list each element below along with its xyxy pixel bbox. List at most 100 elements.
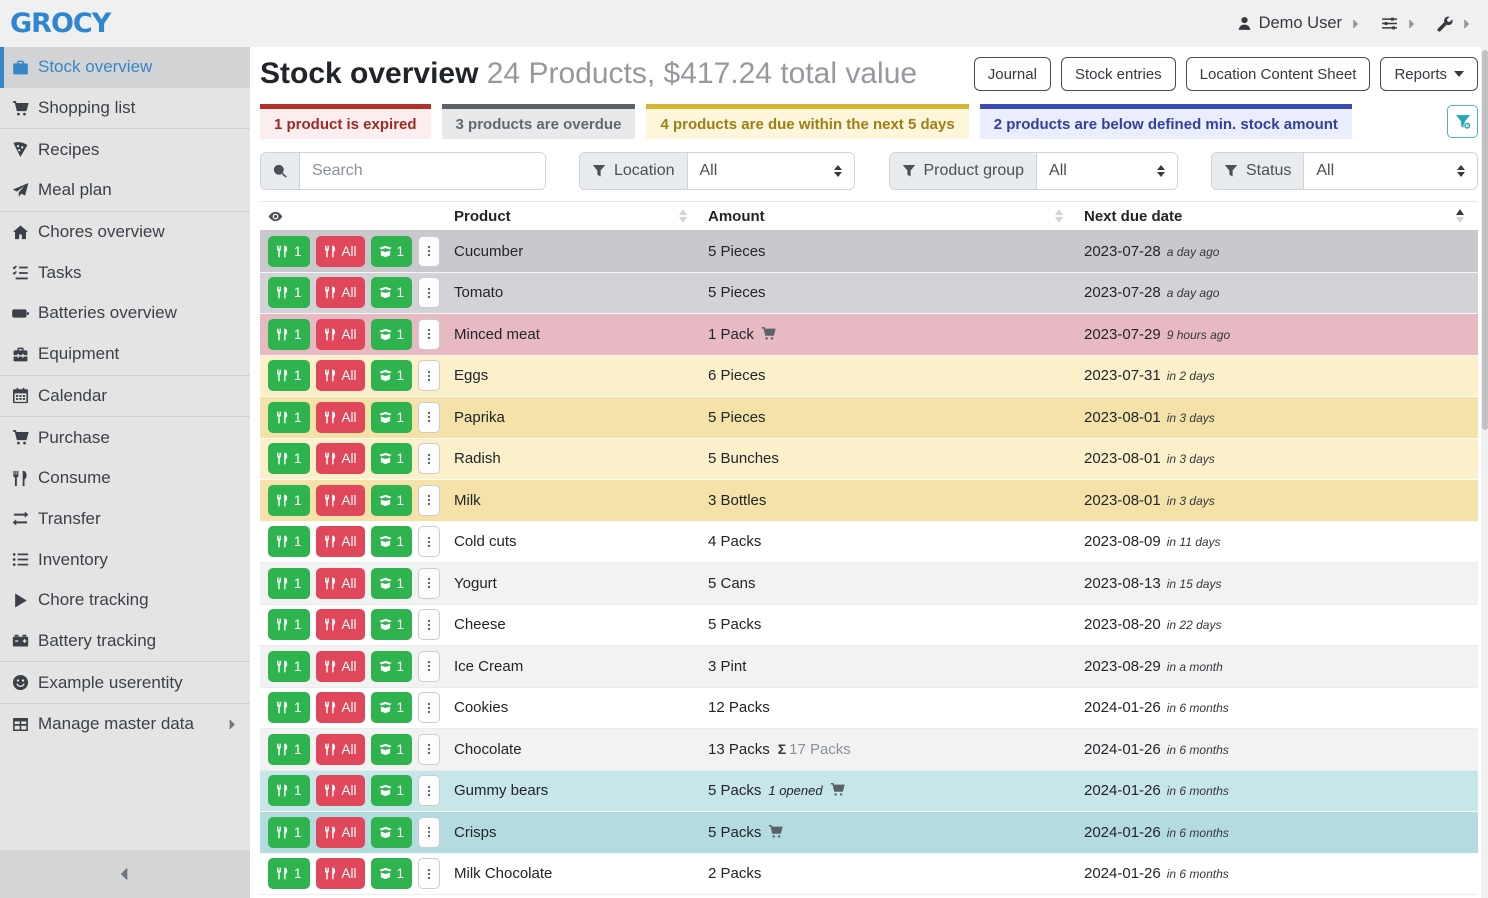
status-card-is-expired[interactable]: 1 product is expired [260, 104, 431, 139]
status-card-stock-amount[interactable]: 2 products are below defined min. stock … [979, 104, 1352, 139]
sidebar-item-transfer[interactable]: Transfer [0, 499, 250, 540]
sidebar-collapse-button[interactable] [0, 850, 250, 898]
consume-all-button[interactable]: All [315, 277, 365, 309]
consume-one-button[interactable]: 1 [268, 775, 310, 807]
open-one-button[interactable]: 1 [370, 692, 413, 724]
journal-button[interactable]: Journal [973, 57, 1051, 91]
consume-one-button[interactable]: 1 [268, 650, 310, 682]
consume-all-button[interactable]: All [315, 443, 365, 475]
product-group-filter-select[interactable]: All [1037, 153, 1177, 189]
open-one-button[interactable]: 1 [370, 235, 413, 267]
row-menu-button[interactable] [418, 858, 441, 890]
row-menu-button[interactable] [418, 484, 441, 516]
row-menu-button[interactable] [418, 526, 441, 558]
consume-all-button[interactable]: All [315, 775, 365, 807]
consume-one-button[interactable]: 1 [268, 318, 310, 350]
sidebar-item-meal-plan[interactable]: Meal plan [0, 170, 250, 211]
row-menu-button[interactable] [418, 567, 441, 599]
sidebar-item-calendar[interactable]: Calendar [0, 376, 250, 417]
open-one-button[interactable]: 1 [370, 443, 413, 475]
app-logo[interactable]: GROCY [10, 8, 111, 39]
consume-all-button[interactable]: All [315, 692, 365, 724]
column-header-amount[interactable]: Amount [701, 208, 1077, 225]
sidebar-item-stock-overview[interactable]: Stock overview [0, 47, 250, 88]
open-one-button[interactable]: 1 [370, 733, 413, 765]
admin-menu[interactable] [1437, 16, 1472, 32]
consume-one-button[interactable]: 1 [268, 609, 310, 641]
open-one-button[interactable]: 1 [370, 816, 413, 848]
status-filter-select[interactable]: All [1304, 153, 1477, 189]
row-menu-button[interactable] [418, 443, 441, 475]
consume-all-button[interactable]: All [315, 650, 365, 682]
consume-all-button[interactable]: All [315, 609, 365, 641]
consume-all-button[interactable]: All [315, 526, 365, 558]
open-one-button[interactable]: 1 [370, 858, 413, 890]
location-filter-select[interactable]: All [687, 153, 854, 189]
open-one-button[interactable]: 1 [370, 360, 413, 392]
consume-one-button[interactable]: 1 [268, 858, 310, 890]
open-one-button[interactable]: 1 [370, 401, 413, 433]
scrollbar-thumb[interactable] [1481, 50, 1488, 430]
row-menu-button[interactable] [418, 775, 441, 807]
sidebar-item-equipment[interactable]: Equipment [0, 334, 250, 375]
open-one-button[interactable]: 1 [370, 650, 413, 682]
consume-all-button[interactable]: All [315, 318, 365, 350]
sidebar-item-consume[interactable]: Consume [0, 458, 250, 499]
sidebar-item-manage-master-data[interactable]: Manage master data [0, 704, 250, 745]
consume-one-button[interactable]: 1 [268, 484, 310, 516]
consume-one-button[interactable]: 1 [268, 277, 310, 309]
open-one-button[interactable]: 1 [370, 277, 413, 309]
row-menu-button[interactable] [418, 733, 441, 765]
location-content-sheet-button[interactable]: Location Content Sheet [1185, 57, 1371, 91]
consume-all-button[interactable]: All [315, 567, 365, 599]
open-one-button[interactable]: 1 [370, 484, 413, 516]
consume-one-button[interactable]: 1 [268, 692, 310, 724]
column-header-next-due-date[interactable]: Next due date [1077, 208, 1478, 225]
consume-one-button[interactable]: 1 [268, 816, 310, 848]
consume-all-button[interactable]: All [315, 733, 365, 765]
status-card-are-overdue[interactable]: 3 products are overdue [441, 104, 636, 139]
stock-entries-button[interactable]: Stock entries [1060, 57, 1176, 91]
row-menu-button[interactable] [418, 609, 441, 641]
clear-filters-button[interactable] [1447, 105, 1478, 138]
consume-all-button[interactable]: All [315, 816, 365, 848]
consume-one-button[interactable]: 1 [268, 443, 310, 475]
consume-all-button[interactable]: All [315, 484, 365, 516]
consume-one-button[interactable]: 1 [268, 567, 310, 599]
consume-all-button[interactable]: All [315, 235, 365, 267]
open-one-button[interactable]: 1 [370, 609, 413, 641]
open-one-button[interactable]: 1 [370, 318, 413, 350]
settings-menu[interactable] [1381, 15, 1417, 32]
consume-one-button[interactable]: 1 [268, 360, 310, 392]
sidebar-item-recipes[interactable]: Recipes [0, 129, 250, 170]
consume-all-button[interactable]: All [315, 360, 365, 392]
sidebar-item-tasks[interactable]: Tasks [0, 252, 250, 293]
sidebar-item-inventory[interactable]: Inventory [0, 539, 250, 580]
consume-all-button[interactable]: All [315, 858, 365, 890]
row-menu-button[interactable] [418, 650, 441, 682]
sidebar-item-example-userentity[interactable]: Example userentity [0, 662, 250, 703]
user-menu[interactable]: Demo User [1237, 14, 1361, 33]
sidebar-item-chore-tracking[interactable]: Chore tracking [0, 580, 250, 621]
consume-one-button[interactable]: 1 [268, 733, 310, 765]
row-menu-button[interactable] [418, 360, 441, 392]
row-menu-button[interactable] [418, 235, 441, 267]
row-menu-button[interactable] [418, 816, 441, 848]
sidebar-item-shopping-list[interactable]: Shopping list [0, 88, 250, 129]
row-menu-button[interactable] [418, 401, 441, 433]
row-menu-button[interactable] [418, 277, 441, 309]
consume-one-button[interactable]: 1 [268, 526, 310, 558]
consume-one-button[interactable]: 1 [268, 401, 310, 433]
column-header-product[interactable]: Product [447, 208, 701, 225]
status-card-5-days[interactable]: 4 products are due within the next 5 day… [646, 104, 969, 139]
row-menu-button[interactable] [418, 692, 441, 724]
open-one-button[interactable]: 1 [370, 567, 413, 599]
open-one-button[interactable]: 1 [370, 526, 413, 558]
sidebar-item-purchase[interactable]: Purchase [0, 417, 250, 458]
sidebar-item-batteries-overview[interactable]: Batteries overview [0, 293, 250, 334]
consume-all-button[interactable]: All [315, 401, 365, 433]
vertical-scrollbar[interactable] [1481, 47, 1488, 898]
consume-one-button[interactable]: 1 [268, 235, 310, 267]
sidebar-item-battery-tracking[interactable]: Battery tracking [0, 621, 250, 662]
reports-button[interactable]: Reports [1380, 57, 1478, 91]
